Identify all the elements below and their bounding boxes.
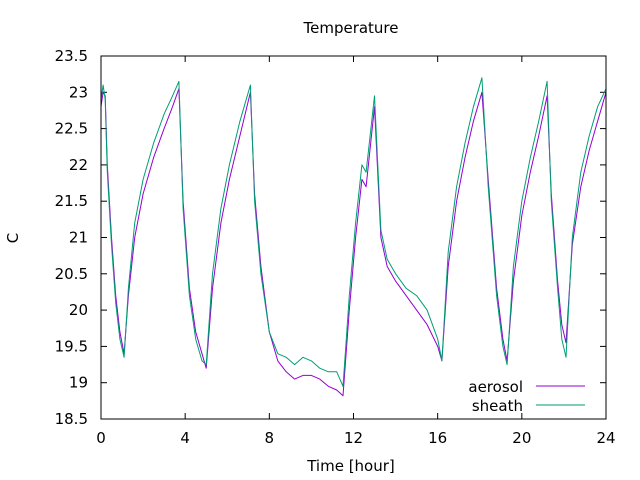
y-tick-label: 21.5 bbox=[55, 192, 88, 210]
x-axis-label: Time [hour] bbox=[306, 457, 395, 475]
x-tick-label: 8 bbox=[265, 429, 275, 447]
y-tick-label: 22.5 bbox=[55, 120, 88, 138]
series-lines bbox=[100, 77, 607, 397]
legend-label-sheath: sheath bbox=[472, 397, 523, 415]
x-tick-label: 16 bbox=[428, 429, 447, 447]
x-tick-label: 0 bbox=[96, 429, 106, 447]
x-tick-label: 4 bbox=[180, 429, 190, 447]
y-tick-label: 21 bbox=[69, 229, 88, 247]
legend-label-aerosol: aerosol bbox=[468, 378, 523, 396]
y-tick-label: 23.5 bbox=[55, 47, 88, 65]
x-tick-label: 24 bbox=[596, 429, 615, 447]
chart-title: Temperature bbox=[302, 19, 398, 37]
y-tick-label: 18.5 bbox=[55, 410, 88, 428]
y-tick-label: 22 bbox=[69, 156, 88, 174]
tick-labels: 0 4 8 12 16 20 24 18.5 19 19.5 20 20.5 21 21.5 22 22.5 2… bbox=[55, 47, 616, 447]
series-line-aerosol bbox=[100, 88, 607, 397]
y-tick-label: 20.5 bbox=[55, 265, 88, 283]
legend: aerosol sheath bbox=[468, 378, 585, 415]
y-tick-label: 20 bbox=[69, 301, 88, 319]
x-tick-label: 20 bbox=[512, 429, 531, 447]
y-tick-label: 23 bbox=[69, 83, 88, 101]
x-tick-label: 12 bbox=[344, 429, 363, 447]
plot-frame bbox=[100, 55, 607, 420]
y-axis-label: C bbox=[4, 233, 22, 243]
series-line-sheath bbox=[100, 77, 607, 387]
y-tick-label: 19.5 bbox=[55, 337, 88, 355]
y-tick-label: 19 bbox=[69, 374, 88, 392]
